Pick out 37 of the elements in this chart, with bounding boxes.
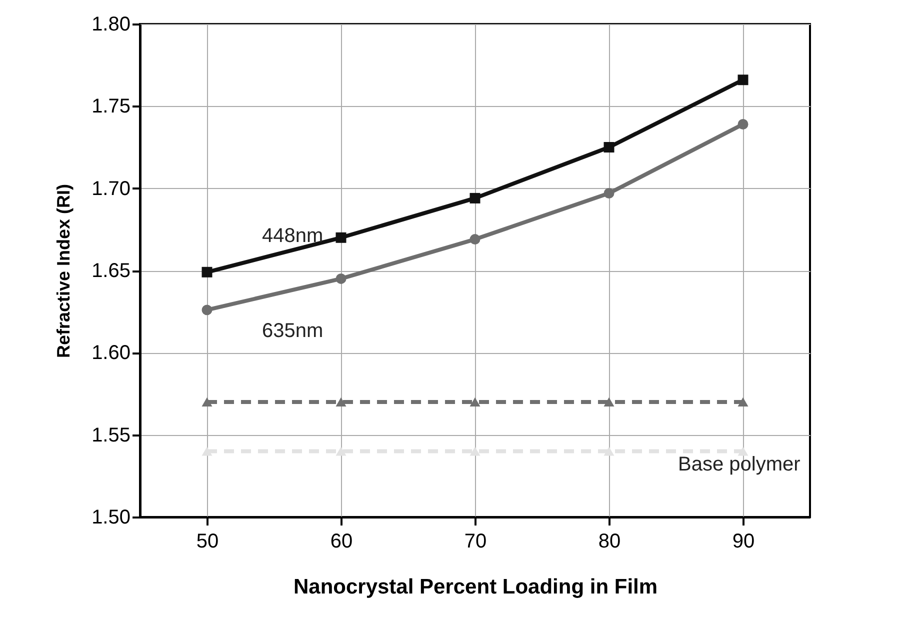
x-tick-label: 60 <box>330 530 353 552</box>
point <box>604 188 614 198</box>
point <box>470 192 480 204</box>
point <box>738 74 748 86</box>
point <box>738 397 748 407</box>
point <box>470 446 480 456</box>
point <box>738 119 748 130</box>
y-tick-label: 1.80 <box>92 14 130 36</box>
series-label: 635nm <box>262 320 324 342</box>
y-tick-label: 1.65 <box>92 260 130 282</box>
point <box>202 397 212 407</box>
x-axis-title: Nanocrystal Percent Loading in Film <box>293 576 658 598</box>
point <box>336 232 346 243</box>
point <box>202 266 212 278</box>
point <box>604 397 614 407</box>
x-tick-label: 90 <box>732 530 755 552</box>
y-tick-label: 1.50 <box>92 506 130 528</box>
point <box>470 234 480 245</box>
point <box>336 446 346 456</box>
point <box>604 142 614 152</box>
x-tick-label: 70 <box>464 530 487 552</box>
series-label: 448nm <box>262 225 324 248</box>
y-tick-label: 1.75 <box>92 96 130 118</box>
y-tick-label: 1.70 <box>92 178 130 200</box>
y-tick-label: 1.60 <box>92 342 130 364</box>
x-tick-label: 80 <box>598 530 621 552</box>
point <box>470 397 480 407</box>
y-tick-label: 1.55 <box>92 424 130 446</box>
point <box>336 397 346 407</box>
y-axis-title: Refractive Index (RI) <box>54 184 74 358</box>
point <box>202 304 212 316</box>
point <box>604 446 614 456</box>
point <box>738 446 748 456</box>
point <box>202 446 212 456</box>
point <box>336 273 346 284</box>
x-tick-label: 50 <box>196 530 219 552</box>
series-label: Base polymer <box>678 453 801 476</box>
